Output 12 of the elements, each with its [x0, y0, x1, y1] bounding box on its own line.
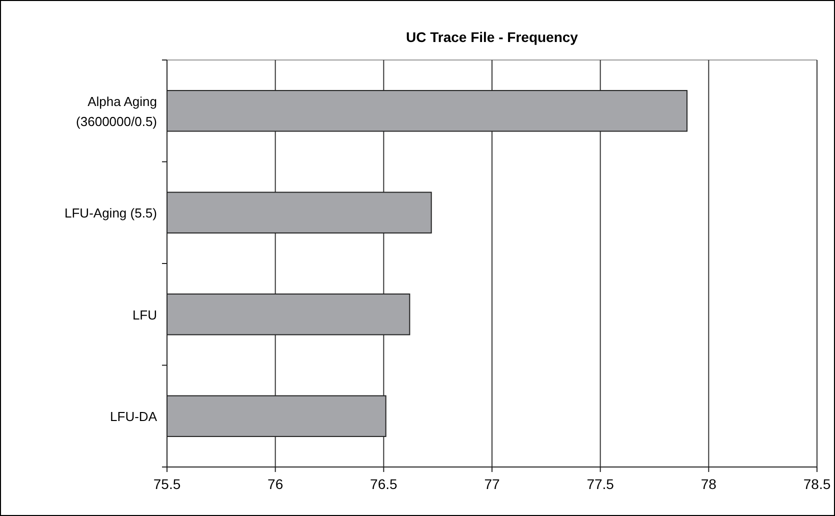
- x-tick-label: 78.5: [803, 476, 831, 492]
- y-tick-label: LFU: [132, 307, 157, 322]
- x-tick-label: 76: [268, 476, 284, 492]
- chart-title: UC Trace File - Frequency: [406, 29, 578, 45]
- x-tick-label: 78: [700, 476, 717, 492]
- x-tick-label: 76.5: [370, 476, 398, 492]
- y-tick-label: Alpha Aging (3600000/0.5): [76, 94, 157, 129]
- x-tick-label: 77.5: [586, 476, 614, 492]
- x-tick-label: 77: [484, 476, 500, 492]
- y-tick-label: LFU-Aging (5.5): [64, 206, 157, 221]
- x-tick-label: 75.5: [153, 476, 181, 492]
- y-tick-label: LFU-DA: [110, 409, 158, 424]
